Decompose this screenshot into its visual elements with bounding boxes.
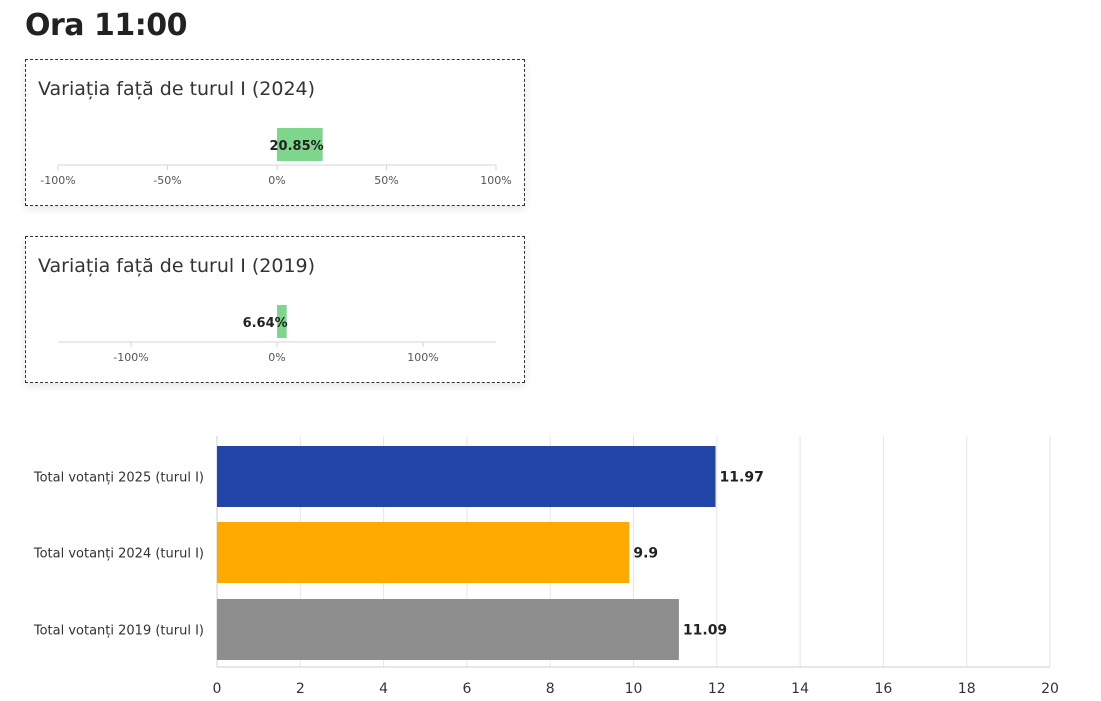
bar	[217, 446, 716, 507]
x-tick-label: 16	[874, 681, 892, 697]
variation-2024-bar	[277, 128, 323, 161]
x-tick-label: 2	[296, 681, 305, 697]
category-label: Total votanți 2024 (turul I)	[33, 547, 204, 562]
total-voters-chart: 0 2 4 6 8 10 12 14 16 18 20 11.97 Total votanți 2025…	[33, 436, 1059, 697]
bar	[217, 599, 679, 660]
variation-2024-tick-label: -100%	[40, 174, 75, 187]
variation-2019-chart: -100% 0% 100% 6.64%	[58, 305, 496, 364]
x-tick-label: 18	[958, 681, 976, 697]
variation-2019-bar	[277, 305, 287, 338]
bar-value-label: 9.9	[633, 546, 658, 562]
variation-2024-tick-label: -50%	[153, 174, 181, 187]
bar	[217, 522, 630, 583]
x-tick-label: 14	[791, 681, 809, 697]
variation-2019-tick-label: 100%	[407, 351, 438, 364]
x-tick-label: 6	[462, 681, 471, 697]
variation-2024-value-label: 20.85%	[270, 139, 324, 154]
x-tick-label: 12	[708, 681, 726, 697]
variation-2019-tick-label: -100%	[113, 351, 148, 364]
bar-value-label: 11.09	[683, 623, 727, 639]
category-label: Total votanți 2019 (turul I)	[33, 624, 204, 639]
variation-2019-card: Variația față de turul I (2019) -100% 0% 1…	[25, 236, 525, 383]
variation-2024-chart: -100% -50% 0% 50% 100% 20.85%	[40, 128, 512, 187]
variation-2024-tick-label: 100%	[480, 174, 511, 187]
x-tick-label: 4	[379, 681, 388, 697]
variation-2024-title: Variația față de turul I (2024)	[38, 78, 316, 100]
variation-2024-tick-label: 50%	[374, 174, 398, 187]
variation-2019-value-label: 6.64%	[243, 316, 288, 331]
x-tick-label: 8	[546, 681, 555, 697]
page-title: Ora 11:00	[25, 8, 187, 43]
bar-value-label: 11.97	[720, 470, 764, 486]
variation-2024-tick-label: 0%	[268, 174, 285, 187]
x-tick-label: 20	[1041, 681, 1059, 697]
variation-2024-card: Variația față de turul I (2024) -100% -50…	[25, 59, 525, 206]
variation-2019-tick-label: 0%	[268, 351, 285, 364]
category-label: Total votanți 2025 (turul I)	[33, 471, 204, 486]
x-tick-label: 10	[625, 681, 643, 697]
x-tick-label: 0	[213, 681, 222, 697]
variation-2019-title: Variația față de turul I (2019)	[38, 255, 316, 277]
